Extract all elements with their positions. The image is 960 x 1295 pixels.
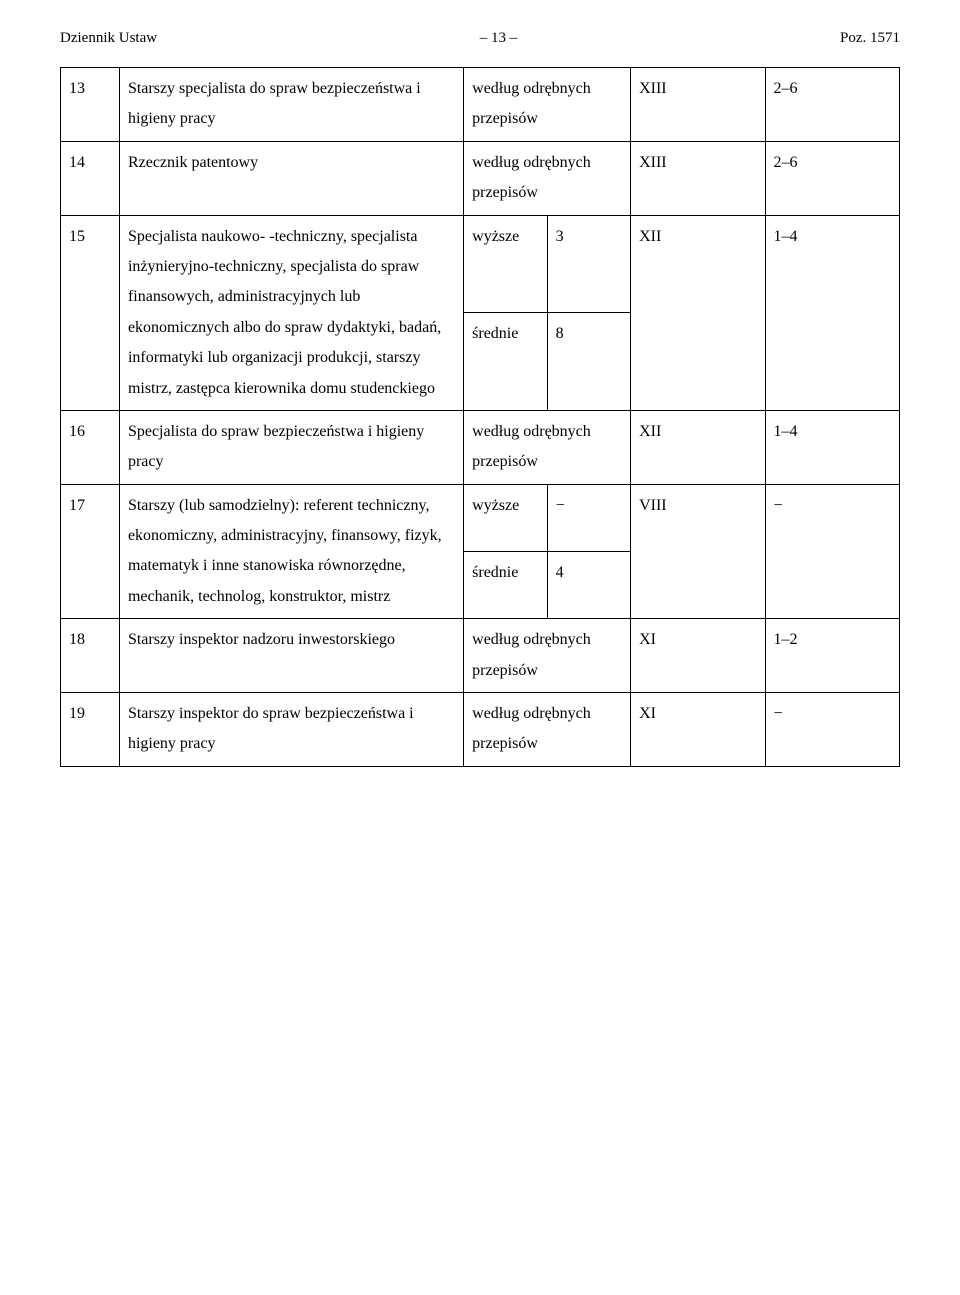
table-row: 18 Starszy inspektor nadzoru inwestorski… xyxy=(61,619,900,693)
row-requirement-years: 4 xyxy=(547,551,630,618)
row-grade: − xyxy=(765,693,899,767)
row-grade: 2–6 xyxy=(765,141,899,215)
row-description: Rzecznik patentowy xyxy=(119,141,463,215)
row-category: XIII xyxy=(631,68,765,142)
header-left: Dziennik Ustaw xyxy=(60,30,157,47)
row-grade: − xyxy=(765,484,899,619)
row-category: XIII xyxy=(631,141,765,215)
row-number: 17 xyxy=(61,484,120,619)
row-description: Specjalista do spraw bezpieczeństwa i hi… xyxy=(119,410,463,484)
row-requirement-edu: średnie xyxy=(464,313,547,411)
row-description: Starszy inspektor do spraw bezpieczeństw… xyxy=(119,693,463,767)
row-requirement-edu: średnie xyxy=(464,551,547,618)
header-right: Poz. 1571 xyxy=(840,30,900,47)
row-requirement: według odrębnych przepisów xyxy=(464,619,631,693)
row-number: 19 xyxy=(61,693,120,767)
row-category: XII xyxy=(631,215,765,410)
row-number: 15 xyxy=(61,215,120,410)
table-row: 19 Starszy inspektor do spraw bezpieczeń… xyxy=(61,693,900,767)
row-requirement: według odrębnych przepisów xyxy=(464,68,631,142)
row-requirement: według odrębnych przepisów xyxy=(464,693,631,767)
row-grade: 1–4 xyxy=(765,215,899,410)
row-number: 13 xyxy=(61,68,120,142)
row-number: 16 xyxy=(61,410,120,484)
row-requirement-years: 3 xyxy=(547,215,630,313)
row-grade: 1–2 xyxy=(765,619,899,693)
row-requirement-years: 8 xyxy=(547,313,630,411)
page: Dziennik Ustaw – 13 – Poz. 1571 13 Stars… xyxy=(0,0,960,807)
row-requirement-edu: wyższe xyxy=(464,215,547,313)
row-requirement: według odrębnych przepisów xyxy=(464,141,631,215)
table-row: 17 Starszy (lub samodzielny): referent t… xyxy=(61,484,900,551)
row-requirement-years: − xyxy=(547,484,630,551)
row-description: Starszy (lub samodzielny): referent tech… xyxy=(119,484,463,619)
row-category: XII xyxy=(631,410,765,484)
row-requirement: według odrębnych przepisów xyxy=(464,410,631,484)
row-number: 14 xyxy=(61,141,120,215)
row-grade: 2–6 xyxy=(765,68,899,142)
table-row: 15 Specjalista naukowo- -techniczny, spe… xyxy=(61,215,900,313)
row-description: Starszy specjalista do spraw bezpieczeńs… xyxy=(119,68,463,142)
table-row: 16 Specjalista do spraw bezpieczeństwa i… xyxy=(61,410,900,484)
row-category: XI xyxy=(631,693,765,767)
table-row: 14 Rzecznik patentowy według odrębnych p… xyxy=(61,141,900,215)
row-grade: 1–4 xyxy=(765,410,899,484)
row-category: XI xyxy=(631,619,765,693)
header-center: – 13 – xyxy=(480,30,518,47)
row-description: Specjalista naukowo- -techniczny, specja… xyxy=(119,215,463,410)
row-category: VIII xyxy=(631,484,765,619)
row-requirement-edu: wyższe xyxy=(464,484,547,551)
regulation-table: 13 Starszy specjalista do spraw bezpiecz… xyxy=(60,67,900,767)
row-description: Starszy inspektor nadzoru inwestorskiego xyxy=(119,619,463,693)
table-row: 13 Starszy specjalista do spraw bezpiecz… xyxy=(61,68,900,142)
page-header: Dziennik Ustaw – 13 – Poz. 1571 xyxy=(60,30,900,47)
row-number: 18 xyxy=(61,619,120,693)
